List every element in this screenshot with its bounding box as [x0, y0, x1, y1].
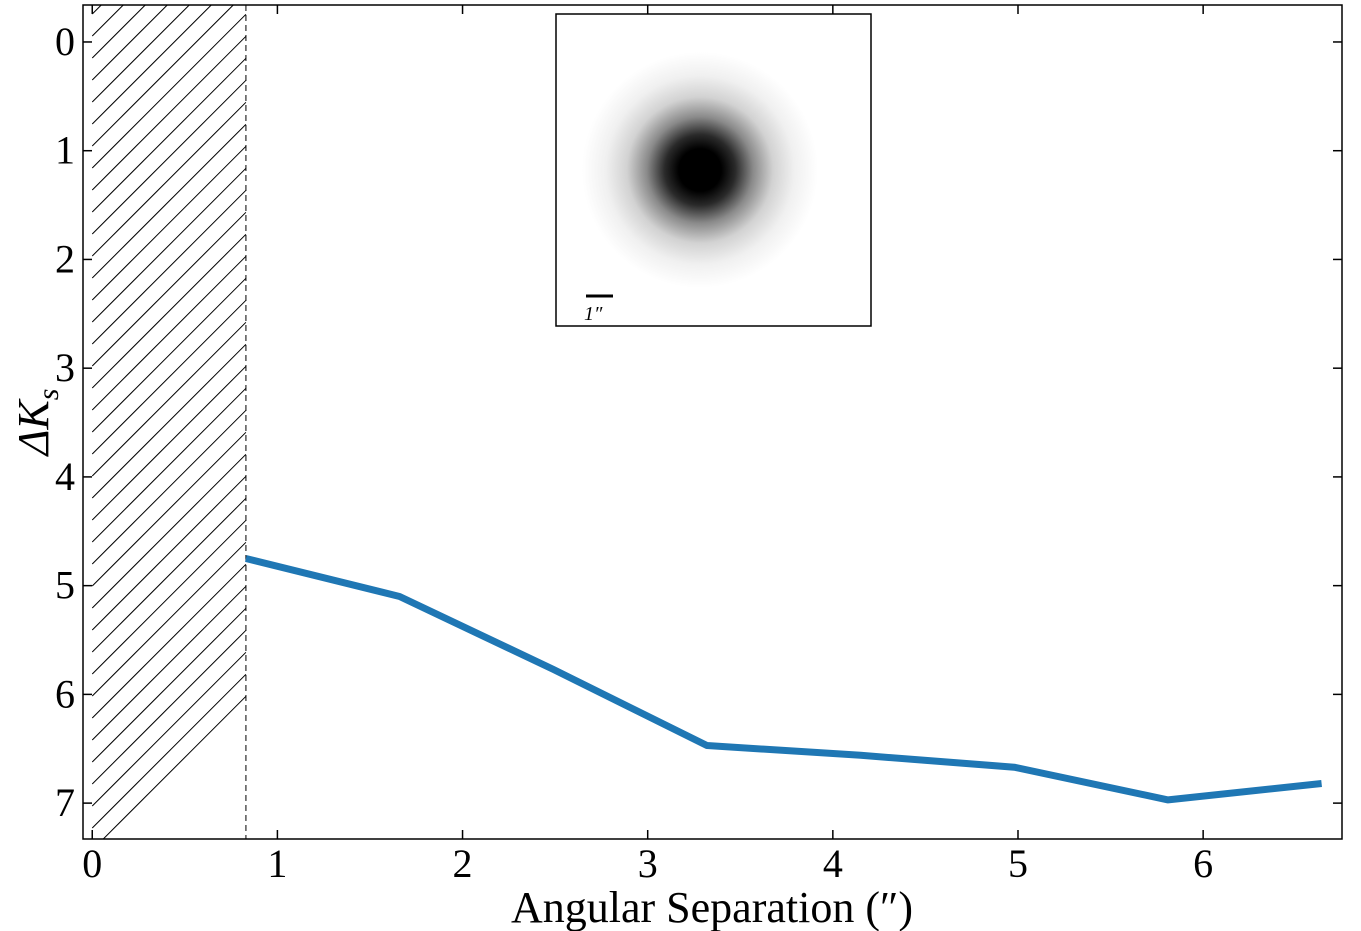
- hatch-line: [91, 541, 247, 697]
- hatch-line: [91, 5, 212, 125]
- hatch-line: [91, 255, 247, 411]
- hatch-line: [91, 5, 190, 103]
- y-axis-label: ΔKs: [9, 389, 65, 458]
- hatch-line: [91, 35, 247, 191]
- hatch-line: [91, 101, 247, 257]
- x-tick-label: 6: [1193, 841, 1213, 886]
- x-tick-label: 4: [823, 841, 843, 886]
- hatch-line: [91, 123, 247, 279]
- x-tick-label: 1: [267, 841, 287, 886]
- hatch-line: [91, 277, 247, 433]
- hatch-line: [91, 519, 247, 675]
- hatch-line: [91, 387, 247, 543]
- hatch-line: [91, 167, 247, 323]
- hatch-line: [102, 695, 247, 839]
- hatch-line: [91, 497, 247, 653]
- y-tick-label: 7: [55, 780, 75, 825]
- hatch-line: [91, 57, 247, 213]
- x-axis-label: Angular Separation (″): [511, 883, 913, 931]
- y-axis-label-subscript: s: [32, 389, 65, 401]
- hatch-line: [91, 5, 234, 147]
- hatch-line: [91, 189, 247, 345]
- hatch-line: [91, 5, 168, 81]
- x-tick-label: 5: [1008, 841, 1028, 886]
- psf-image: [582, 52, 818, 288]
- y-axis-ticks: 0 1 2 3 4 5 6 7: [55, 19, 1342, 825]
- series-group: [245, 555, 1322, 804]
- x-tick-label: 0: [82, 841, 102, 886]
- hatch-line: [91, 5, 102, 15]
- y-tick-label: 2: [55, 236, 75, 281]
- scale-bar-label: 1″: [584, 303, 603, 325]
- hatch-line: [91, 585, 247, 741]
- hatch-line: [91, 475, 247, 631]
- hatch-line: [91, 145, 247, 301]
- y-tick-label: 1: [55, 128, 75, 173]
- y-axis-label-symbol: ΔK: [9, 398, 58, 458]
- hatch-line: [91, 211, 247, 367]
- y-tick-label: 4: [55, 454, 75, 499]
- hatch-line: [91, 673, 247, 829]
- hatch-line: [91, 299, 247, 455]
- hatch-line: [91, 651, 247, 807]
- y-tick-label: 6: [55, 671, 75, 716]
- hatch-line: [91, 233, 247, 389]
- hatch-line: [91, 5, 146, 59]
- y-tick-label: 0: [55, 19, 75, 64]
- hatch-line: [91, 409, 247, 565]
- hatch-line: [91, 563, 247, 719]
- hatch-line: [91, 13, 247, 169]
- y-tick-label: 3: [55, 345, 75, 390]
- y-tick-label: 5: [55, 563, 75, 608]
- hatch-line: [91, 79, 247, 235]
- inner-working-angle-hatch: [91, 5, 247, 839]
- hatch-line: [91, 453, 247, 609]
- series-line: [245, 555, 1322, 804]
- hatch-line: [91, 607, 247, 763]
- x-tick-label: 2: [453, 841, 473, 886]
- hatch-line: [91, 343, 247, 499]
- x-axis-ticks: 0 1 2 3 4 5 6: [82, 5, 1213, 886]
- psf-inset: 1″: [555, 13, 872, 327]
- hatch-line: [91, 321, 247, 477]
- hatch-line: [91, 5, 124, 37]
- hatch-line: [91, 365, 247, 521]
- plot-frame: [82, 4, 1343, 840]
- x-tick-label: 3: [638, 841, 658, 886]
- hatch-line: [91, 629, 247, 785]
- hatch-line: [91, 431, 247, 587]
